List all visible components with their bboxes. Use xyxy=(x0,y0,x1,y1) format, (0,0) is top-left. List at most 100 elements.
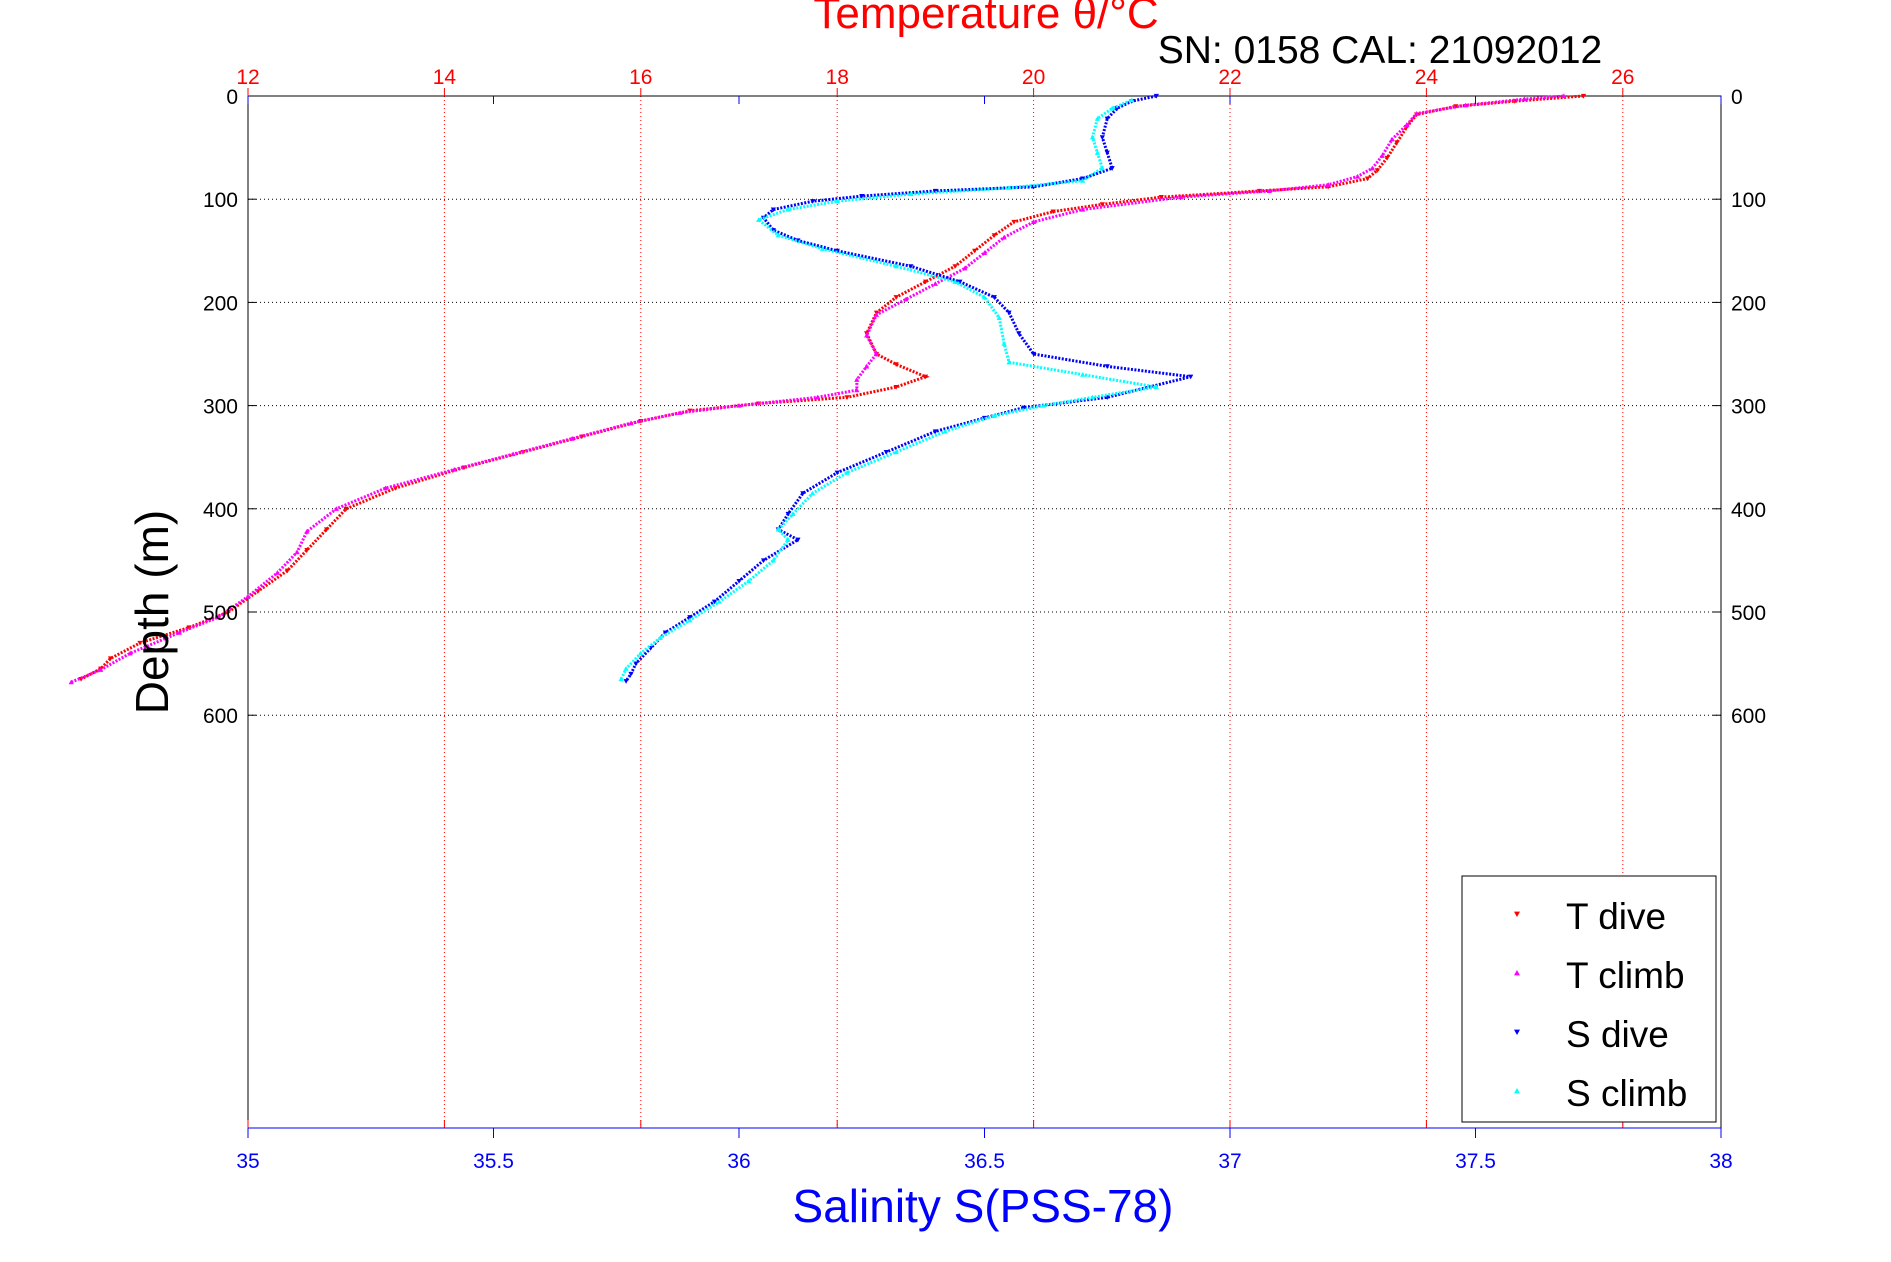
data-point xyxy=(245,593,251,599)
data-point xyxy=(844,395,850,400)
data-point xyxy=(687,615,693,620)
y-tick-label-right: 0 xyxy=(1731,86,1743,109)
data-point xyxy=(1374,168,1380,173)
y-tick-label-right: 500 xyxy=(1731,602,1766,625)
data-point xyxy=(1006,359,1012,365)
data-point xyxy=(962,265,968,271)
data-point xyxy=(800,491,806,496)
data-point xyxy=(756,217,762,222)
data-point xyxy=(711,599,718,605)
data-point xyxy=(677,410,683,415)
data-point xyxy=(215,614,222,620)
data-point xyxy=(834,198,840,204)
data-point xyxy=(834,470,840,476)
y-tick-label-right: 100 xyxy=(1731,189,1766,212)
data-point xyxy=(343,506,349,512)
data-point xyxy=(952,279,958,284)
y-tick-label: 500 xyxy=(203,602,238,625)
series-t-climb xyxy=(68,93,1567,685)
data-point xyxy=(1016,331,1022,336)
data-point xyxy=(633,661,639,667)
data-point xyxy=(1389,136,1395,142)
data-point xyxy=(991,413,997,418)
x-top-tick-label: 18 xyxy=(826,66,849,89)
data-point xyxy=(844,470,850,475)
data-point xyxy=(775,526,781,532)
x-top-tick-label: 16 xyxy=(629,66,652,89)
data-point xyxy=(957,279,963,285)
data-point xyxy=(1109,105,1115,111)
data-point xyxy=(333,506,339,511)
data-point xyxy=(1188,374,1194,380)
data-point xyxy=(68,679,74,685)
data-point xyxy=(1094,150,1101,155)
data-point xyxy=(1089,394,1096,400)
y-tick-label-right: 200 xyxy=(1731,292,1766,315)
data-point xyxy=(284,568,290,574)
data-point xyxy=(98,667,104,672)
y-tick-label-right: 600 xyxy=(1731,705,1766,728)
data-point xyxy=(1099,135,1105,140)
data-point xyxy=(382,485,389,491)
data-point xyxy=(1080,372,1086,377)
data-point xyxy=(1129,97,1135,103)
legend-marker xyxy=(1514,911,1520,917)
grid xyxy=(248,96,1721,1128)
data-point xyxy=(1325,182,1331,187)
series-s-climb xyxy=(618,97,1159,682)
x-bottom-tick-label: 36 xyxy=(727,1150,750,1173)
data-point xyxy=(1580,93,1587,99)
data-point xyxy=(854,377,860,382)
data-point xyxy=(775,232,781,238)
x-top-tick-label: 14 xyxy=(433,66,457,89)
data-point xyxy=(1522,96,1528,102)
data-point xyxy=(1355,173,1361,179)
data-point xyxy=(991,233,997,238)
data-point xyxy=(1561,93,1567,99)
data-point xyxy=(864,332,870,338)
data-point xyxy=(1001,234,1007,240)
legend-marker xyxy=(1514,1088,1520,1094)
data-point xyxy=(451,466,457,472)
data-point xyxy=(1256,188,1263,194)
data-point xyxy=(1089,134,1096,140)
legend-item: S climb xyxy=(1514,1073,1687,1114)
legend-label: S climb xyxy=(1566,1073,1687,1114)
data-point xyxy=(1158,195,1164,200)
data-point xyxy=(1384,155,1390,161)
data-point xyxy=(1369,165,1375,171)
data-point xyxy=(638,650,644,656)
data-point xyxy=(294,549,300,555)
data-point xyxy=(790,511,796,517)
data-point xyxy=(908,191,914,197)
data-point xyxy=(628,671,634,677)
y-tick-label-right: 400 xyxy=(1731,499,1766,522)
legend-item: S dive xyxy=(1514,1014,1669,1055)
data-point xyxy=(1364,176,1371,182)
data-point xyxy=(883,449,889,455)
data-point xyxy=(932,281,938,286)
data-point xyxy=(1031,219,1037,224)
x-bottom-tick-label: 37.5 xyxy=(1455,1150,1496,1173)
x-top-tick-label: 12 xyxy=(236,66,259,89)
data-point xyxy=(1006,185,1012,190)
serial-calibration-annotation: SN: 0158 CAL: 21092012 xyxy=(1158,29,1603,72)
data-point xyxy=(952,264,958,269)
legend-marker xyxy=(1514,1029,1520,1035)
data-point xyxy=(981,294,988,300)
x-bottom-tick-label: 38 xyxy=(1709,1150,1732,1173)
data-point xyxy=(814,394,821,400)
data-point xyxy=(137,640,143,646)
data-point xyxy=(1153,93,1159,99)
data-point xyxy=(859,194,865,199)
data-point xyxy=(323,527,330,533)
x-top-tick-label: 24 xyxy=(1415,66,1439,89)
data-point xyxy=(893,295,899,300)
y-tick-label: 100 xyxy=(203,189,238,212)
data-point xyxy=(1109,166,1115,171)
data-point xyxy=(893,263,899,269)
data-point xyxy=(569,436,575,441)
data-point xyxy=(1266,188,1272,194)
data-point xyxy=(1104,150,1110,156)
data-point xyxy=(1080,178,1086,183)
